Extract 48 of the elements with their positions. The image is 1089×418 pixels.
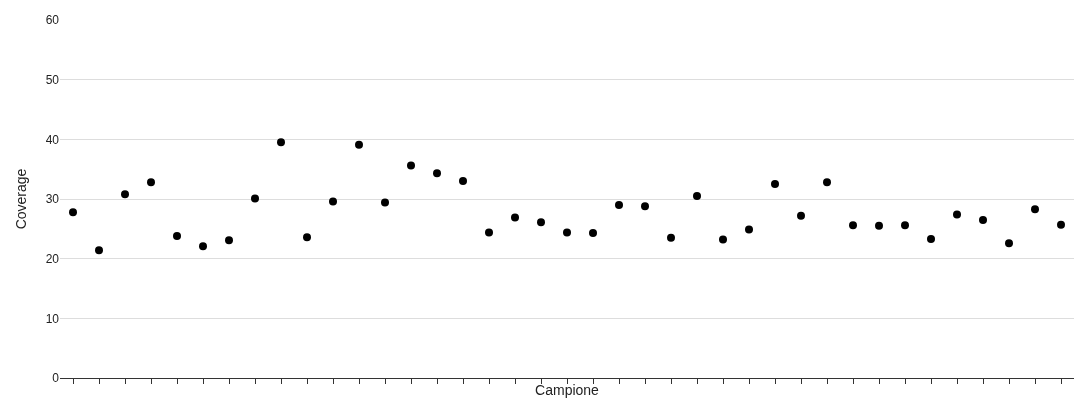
point [537,218,545,227]
point [1005,239,1013,248]
y-tick-label: 40 [45,132,60,147]
y-tick-label: 60 [45,13,60,28]
point [511,213,519,222]
point [641,202,649,211]
point [251,194,259,203]
point [381,198,389,207]
point [745,225,753,234]
point [771,180,779,189]
y-tick-label: 10 [45,311,60,326]
point [277,138,285,147]
y-tick-label: 30 [45,192,60,207]
point [173,231,181,240]
y-axis-title: Coverage [13,168,30,230]
point [303,233,311,242]
point [459,177,467,186]
point [953,210,961,219]
point [693,192,701,201]
point [199,242,207,251]
point [589,229,597,238]
point [95,246,103,255]
point [849,221,857,230]
point [927,234,935,243]
point [329,197,337,206]
point [69,208,77,217]
point [615,200,623,209]
point [147,178,155,187]
point [1057,220,1065,229]
point [407,161,415,170]
x-axis-title: Campione [535,382,600,399]
point [667,233,675,242]
point [433,169,441,178]
point [225,236,233,245]
y-tick-label: 0 [52,371,60,386]
point [875,221,883,230]
point [719,235,727,244]
point [355,140,363,149]
point [823,178,831,187]
y-tick-label: 50 [45,72,60,87]
y-tick-label: 20 [45,251,60,266]
point [1031,205,1039,214]
point [901,221,909,230]
point [121,190,129,199]
point [563,228,571,237]
point [979,215,987,224]
point [797,211,805,220]
point [485,228,493,237]
